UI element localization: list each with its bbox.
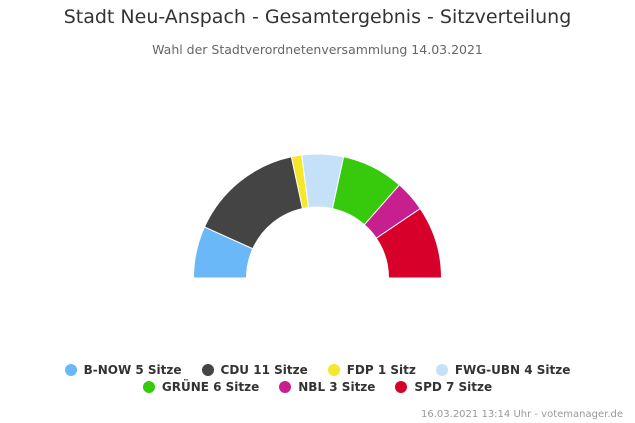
legend-swatch-nbl [279,381,292,393]
legend-swatch-gruene [142,381,155,393]
legend-label-nbl: NBL 3 Sitze [298,380,376,394]
footer-timestamp: 16.03.2021 13:14 Uhr - votemanager.de [421,409,623,420]
legend-swatch-fdp [327,364,340,376]
legend-swatch-b-now [64,364,77,376]
chart-legend: B-NOW 5 Sitze CDU 11 Sitze FDP 1 Sitz FW… [0,363,635,397]
legend-label-b-now: B-NOW 5 Sitze [83,363,182,377]
legend-item-cdu[interactable]: CDU 11 Sitze [201,363,308,377]
legend-swatch-spd [395,381,408,393]
legend-label-fdp: FDP 1 Sitz [346,363,416,377]
legend-row-1: B-NOW 5 Sitze CDU 11 Sitze FDP 1 Sitz FW… [0,363,635,377]
legend-label-spd: SPD 7 Sitze [414,380,493,394]
chart-subtitle: Wahl der Stadtverordnetenversammlung 14.… [152,42,483,57]
legend-item-gruene[interactable]: GRÜNE 6 Sitze [142,380,260,394]
legend-item-fdp[interactable]: FDP 1 Sitz [327,363,416,377]
legend-label-cdu: CDU 11 Sitze [220,363,308,377]
legend-item-spd[interactable]: SPD 7 Sitze [395,380,492,394]
legend-item-fwg-ubn[interactable]: FWG-UBN 4 Sitze [435,363,571,377]
legend-swatch-fwg-ubn [435,364,448,376]
legend-label-fwg-ubn: FWG-UBN 4 Sitze [454,363,571,377]
legend-swatch-cdu [201,364,214,376]
legend-row-2: GRÜNE 6 Sitze NBL 3 Sitze SPD 7 Sitze [0,380,635,394]
legend-item-nbl[interactable]: NBL 3 Sitze [279,380,375,394]
chart-title: Stadt Neu-Anspach - Gesamtergebnis - Sit… [63,6,572,28]
legend-item-b-now[interactable]: B-NOW 5 Sitze [64,363,182,377]
legend-label-gruene: GRÜNE 6 Sitze [161,380,260,394]
seat-slice-spd[interactable] [375,207,443,279]
